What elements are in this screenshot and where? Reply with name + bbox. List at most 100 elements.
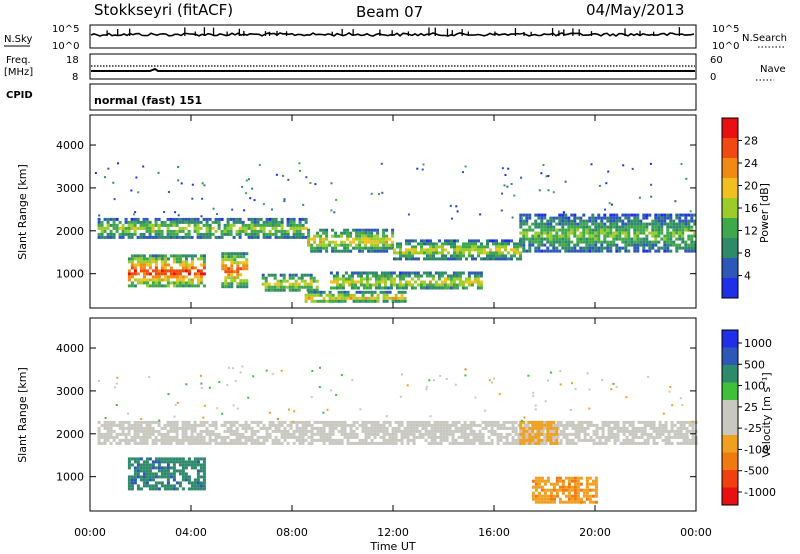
heatmap-cell (540, 249, 544, 253)
heatmap-cell (456, 210, 459, 213)
heatmap-cell (406, 420, 410, 424)
heatmap-cell (452, 271, 456, 275)
heatmap-cell (364, 234, 368, 238)
heatmap-cell (151, 487, 155, 491)
heatmap-cell (139, 457, 143, 461)
heatmap-cell (325, 423, 329, 427)
heatmap-cell (285, 279, 289, 283)
heatmap-cell (565, 426, 569, 430)
heatmap-cell (511, 426, 515, 430)
heatmap-cell (396, 251, 399, 255)
heatmap-cell (525, 216, 529, 220)
heatmap-cell (172, 257, 176, 261)
heatmap-cell (591, 216, 595, 220)
date-title: 04/May/2013 (586, 1, 684, 19)
heatmap-cell (382, 228, 386, 232)
heatmap-cell (163, 254, 167, 258)
heatmap-cell (455, 283, 459, 287)
heatmap-cell (199, 220, 203, 224)
heatmap-cell (175, 438, 179, 442)
heatmap-cell (633, 246, 637, 250)
heatmap-cell (319, 435, 323, 439)
heatmap-cell (514, 420, 518, 424)
heatmap-cell (178, 284, 182, 288)
heatmap-cell (588, 219, 592, 223)
heatmap-cell (148, 435, 152, 439)
heatmap-cell (484, 441, 488, 445)
heatmap-cell (678, 243, 682, 247)
heatmap-cell (514, 429, 518, 433)
heatmap-cell (233, 270, 237, 274)
heatmap-cell (436, 435, 440, 439)
heatmap-cell (235, 429, 239, 433)
heatmap-cell (579, 500, 583, 504)
heatmap-cell (253, 429, 257, 433)
heatmap-cell (441, 242, 444, 246)
heatmap-cell (412, 441, 416, 445)
heatmap-cell (471, 248, 474, 252)
heatmap-cell (301, 435, 305, 439)
heatmap-cell (552, 216, 556, 220)
heatmap-cell (528, 426, 532, 430)
heatmap-cell (355, 441, 359, 445)
heatmap-cell (151, 269, 155, 273)
heatmap-cell (241, 435, 245, 439)
heatmap-cell (230, 279, 234, 283)
heatmap-cell (265, 438, 269, 442)
heatmap-cell (501, 254, 504, 258)
heatmap-cell (142, 266, 146, 270)
heatmap-cell (601, 441, 605, 445)
heatmap-cell (537, 237, 541, 241)
heatmap-cell (561, 482, 565, 486)
heatmap-cell (157, 487, 161, 491)
heatmap-cell (106, 432, 110, 436)
heatmap-cell (337, 296, 341, 300)
heatmap-cell (690, 213, 694, 217)
heatmap-cell (495, 251, 498, 255)
heatmap-cell (505, 435, 509, 439)
heatmap-cell (567, 491, 571, 495)
heatmap-cell (553, 429, 557, 433)
heatmap-cell (250, 438, 254, 442)
heatmap-cell (304, 235, 308, 239)
heatmap-cell (435, 248, 438, 252)
heatmap-cell (585, 476, 589, 480)
colorbar-segment (722, 158, 738, 179)
heatmap-cell (562, 435, 566, 439)
heatmap-cell (202, 235, 206, 239)
heatmap-cell (431, 274, 435, 278)
heatmap-cell (685, 429, 689, 433)
heatmap-cell (175, 229, 179, 233)
heatmap-cell (178, 269, 182, 273)
colorbar-tick-label: 12 (744, 225, 758, 238)
heatmap-cell (498, 257, 501, 261)
heatmap-cell (349, 435, 353, 439)
heatmap-cell (297, 282, 301, 286)
heatmap-cell (160, 272, 164, 276)
heatmap-cell (430, 435, 434, 439)
heatmap-cell (190, 235, 194, 239)
heatmap-cell (235, 432, 239, 436)
heatmap-cell (639, 225, 643, 229)
heatmap-cell (510, 254, 513, 258)
heatmap-cell (651, 243, 655, 247)
cpid-label: CPID (6, 90, 33, 101)
heatmap-cell (181, 423, 185, 427)
heatmap-cell (404, 286, 408, 290)
heatmap-cell (534, 485, 538, 489)
heatmap-cell (127, 478, 131, 482)
heatmap-cell (239, 252, 243, 256)
heatmap-cell (540, 497, 544, 501)
heatmap-cell (216, 407, 219, 410)
heatmap-cell (636, 219, 640, 223)
heatmap-cell (681, 246, 685, 250)
heatmap-cell (531, 243, 535, 247)
heatmap-cell (298, 226, 302, 230)
heatmap-cell (253, 226, 257, 230)
heatmap-cell (552, 246, 556, 250)
heatmap-cell (304, 217, 308, 221)
heatmap-cell (157, 223, 161, 227)
heatmap-cell (432, 251, 435, 255)
heatmap-cell (391, 435, 395, 439)
heatmap-cell (434, 286, 438, 290)
